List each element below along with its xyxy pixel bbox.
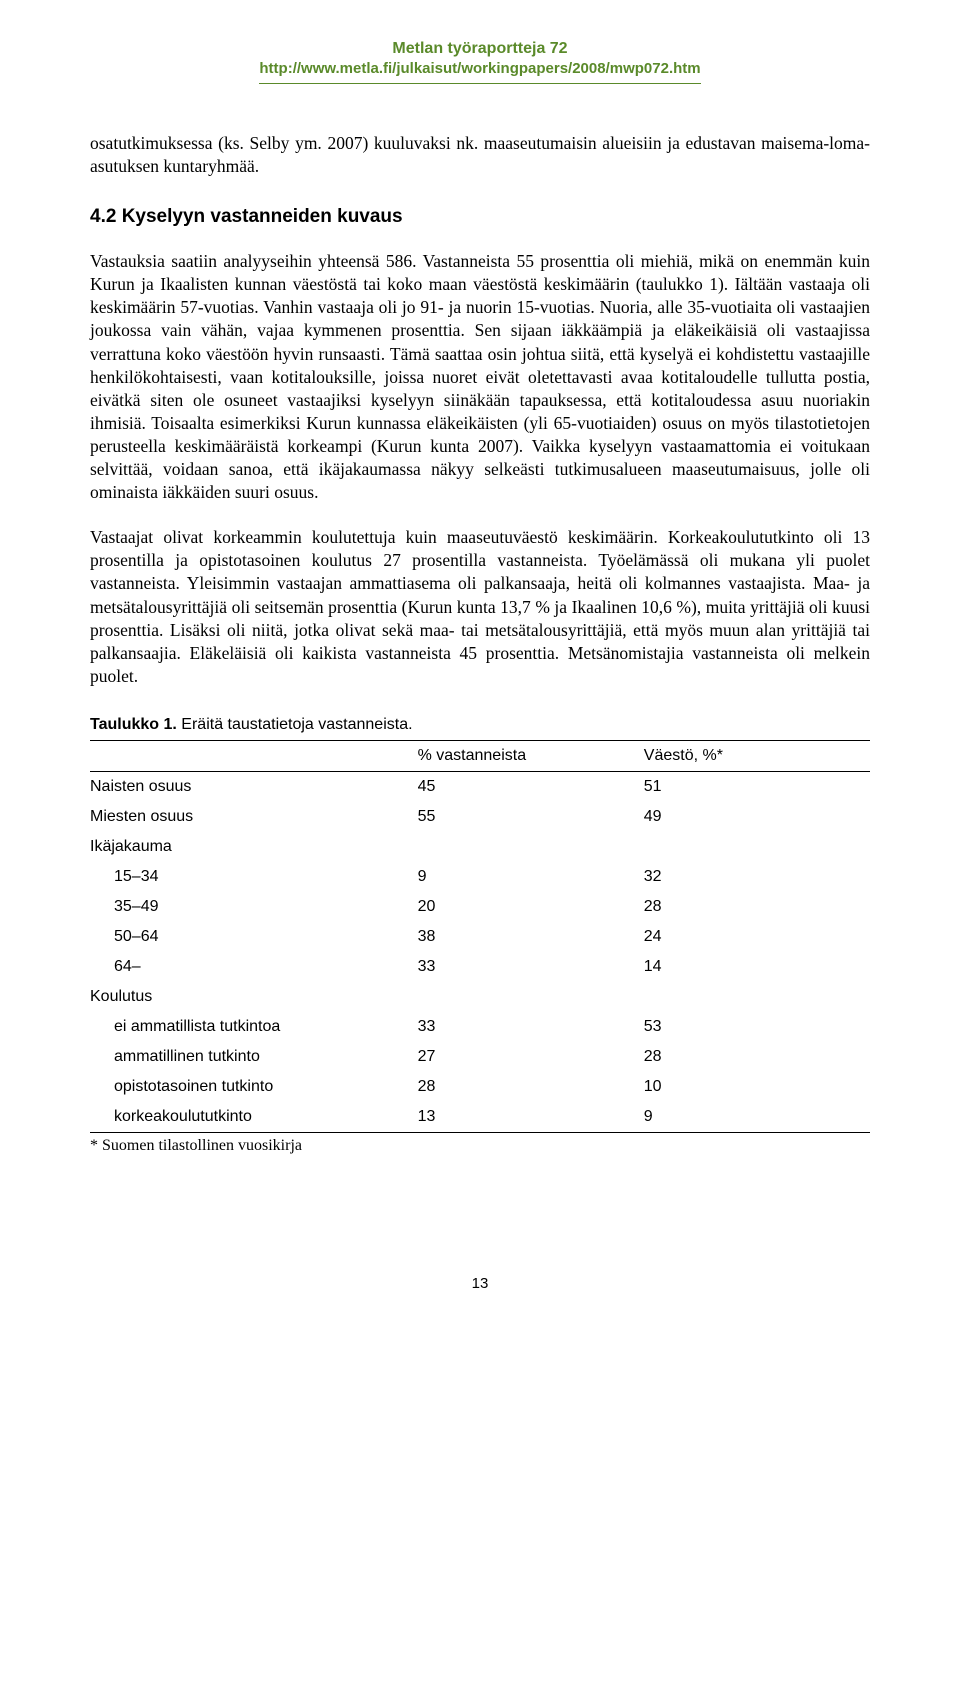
table-footnote: * Suomen tilastollinen vuosikirja	[90, 1137, 870, 1155]
table-caption-number: Taulukko 1.	[90, 716, 177, 733]
table-cell: 9	[418, 862, 644, 892]
table-row-label: ei ammatillista tutkintoa	[90, 1012, 418, 1042]
table-row-label: opistotasoinen tutkinto	[90, 1072, 418, 1102]
page-header: Metlan työraportteja 72 http://www.metla…	[90, 40, 870, 84]
table-row-label: korkeakoulututkinto	[90, 1102, 418, 1133]
table-cell: 32	[644, 862, 870, 892]
table-cell	[644, 832, 870, 862]
table-caption-text: Eräitä taustatietoja vastanneista.	[177, 716, 413, 733]
table-row-label: ammatillinen tutkinto	[90, 1042, 418, 1072]
table-cell: 49	[644, 802, 870, 832]
table-row-label: Koulutus	[90, 982, 418, 1012]
table-cell	[644, 982, 870, 1012]
table-cell: 27	[418, 1042, 644, 1072]
table-row-label: Naisten osuus	[90, 772, 418, 802]
table-column-header: % vastanneista	[418, 741, 644, 772]
table-row-label: Ikäjakauma	[90, 832, 418, 862]
table-row-label: 50–64	[90, 922, 418, 952]
header-url: http://www.metla.fi/julkaisut/workingpap…	[259, 60, 700, 84]
table-cell: 38	[418, 922, 644, 952]
table-cell: 53	[644, 1012, 870, 1042]
table-cell: 24	[644, 922, 870, 952]
table-cell	[418, 832, 644, 862]
table-caption: Taulukko 1. Eräitä taustatietoja vastann…	[90, 716, 870, 734]
table-row-label: Miesten osuus	[90, 802, 418, 832]
table-row-label: 64–	[90, 952, 418, 982]
table-cell: 20	[418, 892, 644, 922]
table-cell: 28	[644, 892, 870, 922]
table-cell: 55	[418, 802, 644, 832]
table-row-label: 15–34	[90, 862, 418, 892]
body-paragraph-1: Vastauksia saatiin analyyseihin yhteensä…	[90, 250, 870, 504]
table-cell: 33	[418, 952, 644, 982]
table-cell: 51	[644, 772, 870, 802]
series-title: Metlan työraportteja 72	[90, 40, 870, 58]
table-cell: 33	[418, 1012, 644, 1042]
table-cell: 10	[644, 1072, 870, 1102]
table-column-header	[90, 741, 418, 772]
section-heading-4-2: 4.2 Kyselyyn vastanneiden kuvaus	[90, 206, 870, 228]
intro-paragraph: osatutkimuksessa (ks. Selby ym. 2007) ku…	[90, 132, 870, 178]
table-cell: 14	[644, 952, 870, 982]
table-cell: 13	[418, 1102, 644, 1133]
table-cell: 28	[644, 1042, 870, 1072]
table-cell	[418, 982, 644, 1012]
table-cell: 45	[418, 772, 644, 802]
table-column-header: Väestö, %*	[644, 741, 870, 772]
table-cell: 28	[418, 1072, 644, 1102]
data-table: % vastanneistaVäestö, %*Naisten osuus455…	[90, 740, 870, 1133]
table-cell: 9	[644, 1102, 870, 1133]
page-number: 13	[90, 1275, 870, 1292]
table-row-label: 35–49	[90, 892, 418, 922]
body-paragraph-2: Vastaajat olivat korkeammin koulutettuja…	[90, 526, 870, 688]
